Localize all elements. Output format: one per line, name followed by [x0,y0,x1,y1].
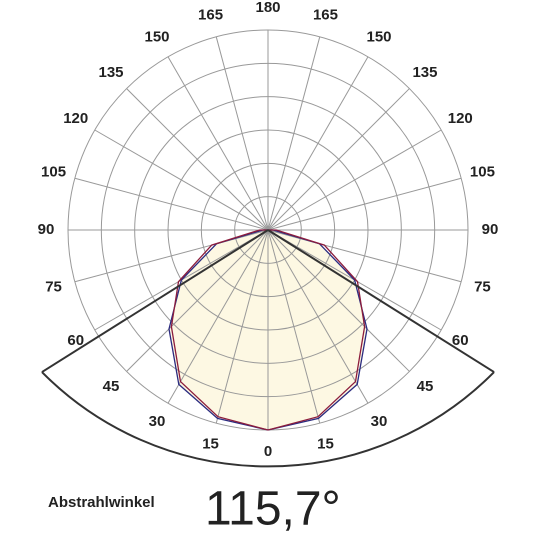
angle-label: 90 [482,221,499,238]
grid-spoke [267,177,462,231]
grid-spoke [167,229,269,404]
beam-arc [41,371,495,468]
grid-spoke [267,56,369,231]
angle-label: 60 [452,332,469,349]
angle-label: 15 [317,435,334,452]
angle-label: 165 [313,7,338,24]
angle-label: 30 [371,413,388,430]
angle-label: 120 [448,110,473,127]
beam-angle-value: 115,7° [205,483,341,536]
grid-spoke [167,56,269,231]
grid-spoke [215,36,269,231]
grid-spoke [267,129,442,231]
grid-spoke [267,229,369,404]
intensity-curve [170,229,269,431]
angle-label: 75 [474,278,491,295]
grid-spoke [267,36,321,231]
angle-label: 180 [255,0,280,16]
angle-label: 165 [198,7,223,24]
grid-spoke [267,229,321,424]
angle-label: 150 [366,29,391,46]
angle-label: 135 [412,64,437,81]
grid-spoke [74,177,269,231]
angle-label: 150 [144,29,169,46]
beam-label: Abstrahlwinkel [48,494,155,511]
intensity-curve [267,229,366,431]
grid-spoke [126,88,269,231]
grid-spoke [94,129,269,231]
angle-label: 75 [45,278,62,295]
angle-label: 135 [99,64,124,81]
angle-label: 45 [103,378,120,395]
grid-spoke [215,229,269,424]
angle-label: 105 [41,164,66,181]
angle-label: 60 [67,332,84,349]
grid-spoke [267,88,410,231]
beam-line [41,229,269,373]
angle-label: 30 [149,413,166,430]
angle-label: 90 [38,221,55,238]
angle-label: 105 [470,164,495,181]
angle-label: 120 [63,110,88,127]
angle-label: 0 [264,443,272,460]
grid-spoke [126,229,269,372]
grid-spoke [267,229,410,372]
angle-label: 45 [417,378,434,395]
angle-label: 15 [202,435,219,452]
beam-line [267,229,495,373]
